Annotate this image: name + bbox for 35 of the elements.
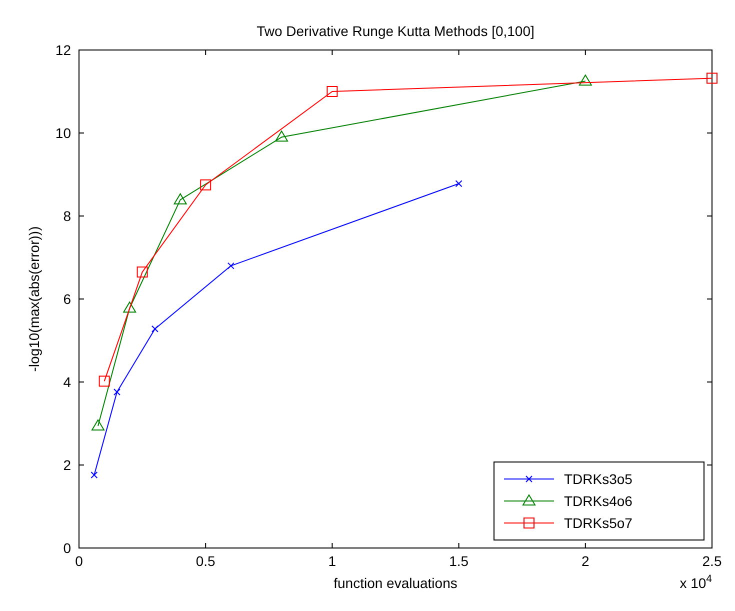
y-tick-label: 0 [63, 540, 72, 556]
x-tick-label: 0 [75, 553, 84, 569]
legend-label: TDRKs5o7 [564, 515, 633, 531]
point [123, 302, 136, 313]
y-tick-label: 12 [55, 42, 72, 58]
x-axis-title: function evaluations [334, 575, 458, 591]
point [91, 419, 104, 430]
point [200, 179, 212, 190]
point [326, 86, 338, 97]
text: x 10$^{4}$ [680, 573, 712, 591]
x-tick-label: 2 [582, 553, 590, 569]
point [98, 376, 110, 387]
legend-label: TDRKs3o5 [564, 471, 633, 487]
point [455, 180, 462, 188]
y-tick-label: 2 [63, 457, 72, 473]
y-axis-title: -log10(max(abs(error))) [26, 226, 42, 372]
point [275, 130, 288, 142]
y-tick-label: 6 [63, 291, 72, 307]
y-tick-label: 8 [63, 208, 72, 224]
x-tick-label: 1.5 [449, 553, 469, 569]
legend-label: TDRKs4o6 [564, 493, 633, 509]
chart-title: Two Derivative Runge Kutta Methods [0,100] [256, 23, 534, 39]
y-tick-label: 4 [63, 374, 72, 390]
x-tick-label: 1 [328, 553, 336, 569]
point [174, 193, 187, 204]
point [136, 266, 148, 278]
x-tick-label: 0.5 [196, 553, 216, 569]
point [706, 72, 718, 84]
y-tick-label: 10 [55, 125, 72, 141]
x-tick-label: 2.5 [702, 553, 722, 569]
point [151, 325, 158, 332]
point [113, 388, 120, 396]
point [578, 74, 592, 86]
point [227, 262, 234, 270]
point [90, 471, 98, 478]
